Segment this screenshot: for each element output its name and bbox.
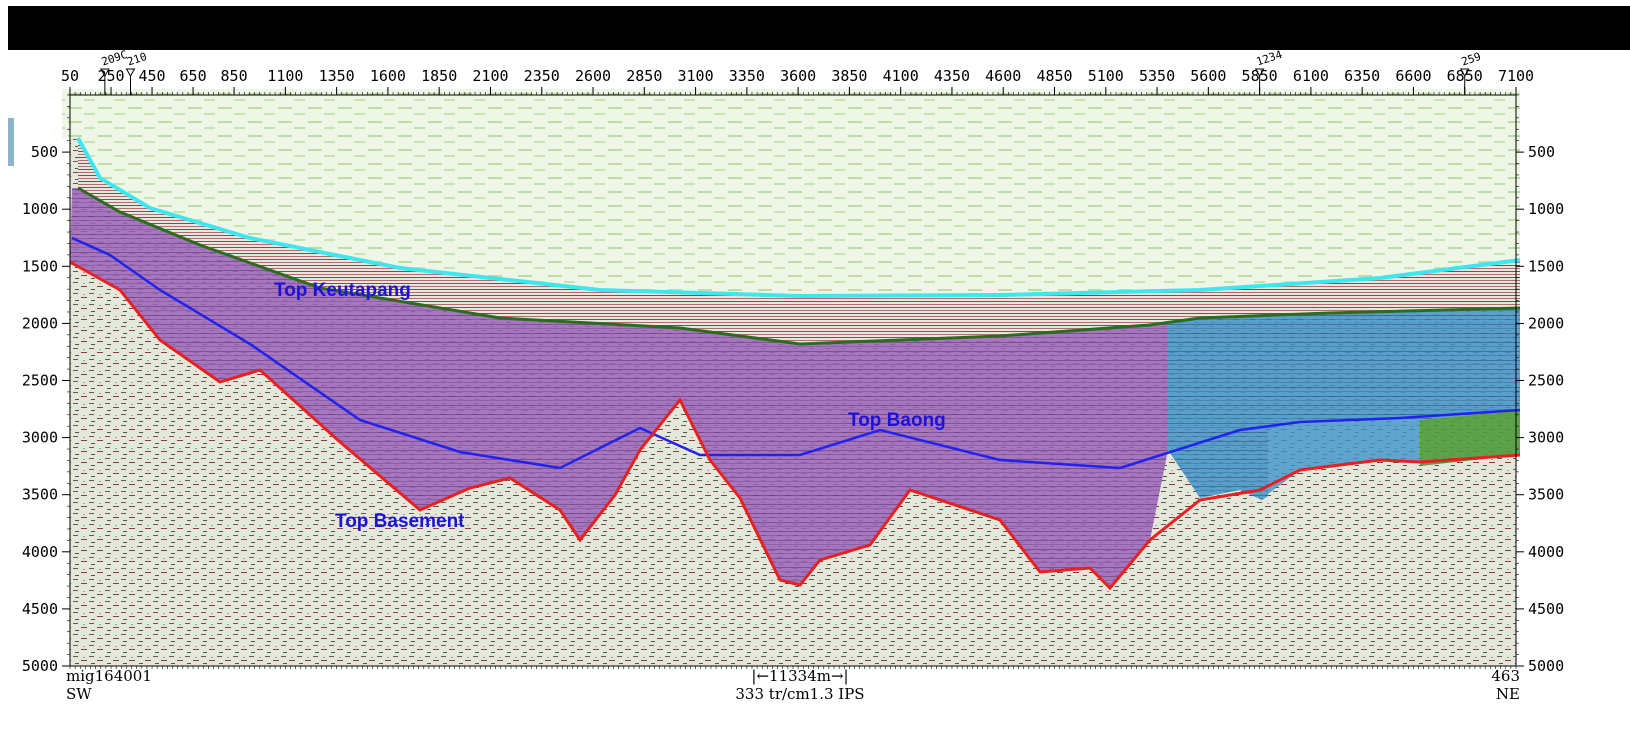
x-tick-label: 6100: [1293, 67, 1329, 85]
x-tick-label: 5350: [1139, 67, 1175, 85]
x-tick-label: 5600: [1190, 67, 1226, 85]
top-keutapang-horizon: [77, 186, 1521, 346]
footer-trace-count: 463: [1491, 667, 1520, 685]
x-tick-label: 6350: [1344, 67, 1380, 85]
horizon-labels: Top Keutapang Top Baong Top Basement: [274, 280, 946, 532]
x-tick-label: 7100: [1498, 67, 1534, 85]
y-tick-label: 3500: [22, 486, 58, 504]
y-tick-label: 5000: [22, 657, 58, 675]
x-tick-label: 250: [97, 67, 124, 85]
y-tick-label: 500: [31, 143, 58, 161]
y-tick-label-right: 1000: [1528, 200, 1564, 218]
y-tick-label: 3000: [22, 429, 58, 447]
y-tick-label: 4000: [22, 543, 58, 561]
plot-area: [62, 89, 1521, 666]
y-tick-label-right: 1500: [1528, 257, 1564, 275]
footer-direction-left: SW: [66, 685, 92, 703]
top-basement-horizon: [69, 260, 1521, 591]
seafloor-horizon: [76, 137, 1521, 299]
footer-scale-info: 333 tr/cm1.3 IPS: [735, 685, 864, 703]
seismic-section-chart: 50 250 450 650 850 1100 1350 1600 1850 2100 2350 26…: [22, 48, 1564, 703]
y-tick-label-right: 2500: [1528, 372, 1564, 390]
x-tick-label: 450: [138, 67, 165, 85]
x-tick-label: 3600: [780, 67, 816, 85]
purple-basin-strata: [70, 188, 1168, 588]
x-tick-label: 1100: [267, 67, 303, 85]
x-tick-label: 1850: [421, 67, 457, 85]
well-marker-icon: [1459, 68, 1470, 78]
y-tick-label-right: 3500: [1528, 486, 1564, 504]
seismic-figure: 50 250 450 650 850 1100 1350 1600 1850 2100 2350 26…: [8, 6, 1630, 730]
y-tick-label: 1000: [22, 200, 58, 218]
well-marker-icon: [100, 68, 110, 78]
x-tick-label: 4600: [985, 67, 1021, 85]
water-column: [62, 89, 1520, 296]
x-tick-label: 2350: [524, 67, 560, 85]
well-label: 209C: [100, 48, 129, 69]
footer-direction-right: NE: [1496, 685, 1520, 703]
horizon-label: Top Keutapang: [274, 280, 411, 301]
x-tick-label: 2850: [626, 67, 662, 85]
x-tick-label: 50: [61, 67, 79, 85]
green-block: [1420, 410, 1520, 466]
y-tick-label-right: 4500: [1528, 600, 1564, 618]
well-label: 210: [126, 50, 149, 69]
x-tick-label: 3850: [831, 67, 867, 85]
x-tick-label: 5100: [1088, 67, 1124, 85]
y-tick-label-right: 500: [1528, 143, 1555, 161]
footer-line-id: mig164001: [66, 667, 152, 685]
axes: 50 250 450 650 850 1100 1350 1600 1850 2100 2350 26…: [22, 48, 1564, 675]
x-tick-label: 4350: [934, 67, 970, 85]
x-tick-label: 1600: [370, 67, 406, 85]
x-tick-label: 3100: [678, 67, 714, 85]
x-tick-label: 4850: [1036, 67, 1072, 85]
y-tick-label: 2000: [22, 314, 58, 332]
y-tick-label: 1500: [22, 257, 58, 275]
horizon-label: Top Baong: [848, 410, 946, 431]
top-baong-horizon: [71, 236, 1521, 470]
blue-fill-strata: [1168, 308, 1520, 500]
x-tick-label: 850: [221, 67, 248, 85]
y-tick-label: 2500: [22, 372, 58, 390]
well-marker-icon: [125, 68, 136, 78]
x-tick-label: 650: [180, 67, 207, 85]
y-tick-label-right: 4000: [1528, 543, 1564, 561]
y-tick-label-right: 2000: [1528, 314, 1564, 332]
blue-wedge: [1268, 420, 1420, 494]
x-tick-label: 6600: [1395, 67, 1431, 85]
footer-scale-bar: |←11334m→|: [751, 667, 848, 685]
x-tick-label: 2100: [472, 67, 508, 85]
horizon-label: Top Basement: [335, 511, 465, 532]
edge-tab: [8, 118, 14, 166]
well-label: 1234: [1255, 48, 1285, 69]
x-tick-label: 1350: [319, 67, 355, 85]
x-tick-label: 3350: [729, 67, 765, 85]
well-marker-icon: [1254, 68, 1265, 78]
x-tick-label: 2600: [575, 67, 611, 85]
y-tick-label: 4500: [22, 600, 58, 618]
y-tick-label-right: 5000: [1528, 657, 1564, 675]
y-tick-label-right: 3000: [1528, 429, 1564, 447]
x-tick-label: 4100: [883, 67, 919, 85]
top-band: [8, 6, 1630, 50]
well-label: 259: [1460, 50, 1483, 69]
